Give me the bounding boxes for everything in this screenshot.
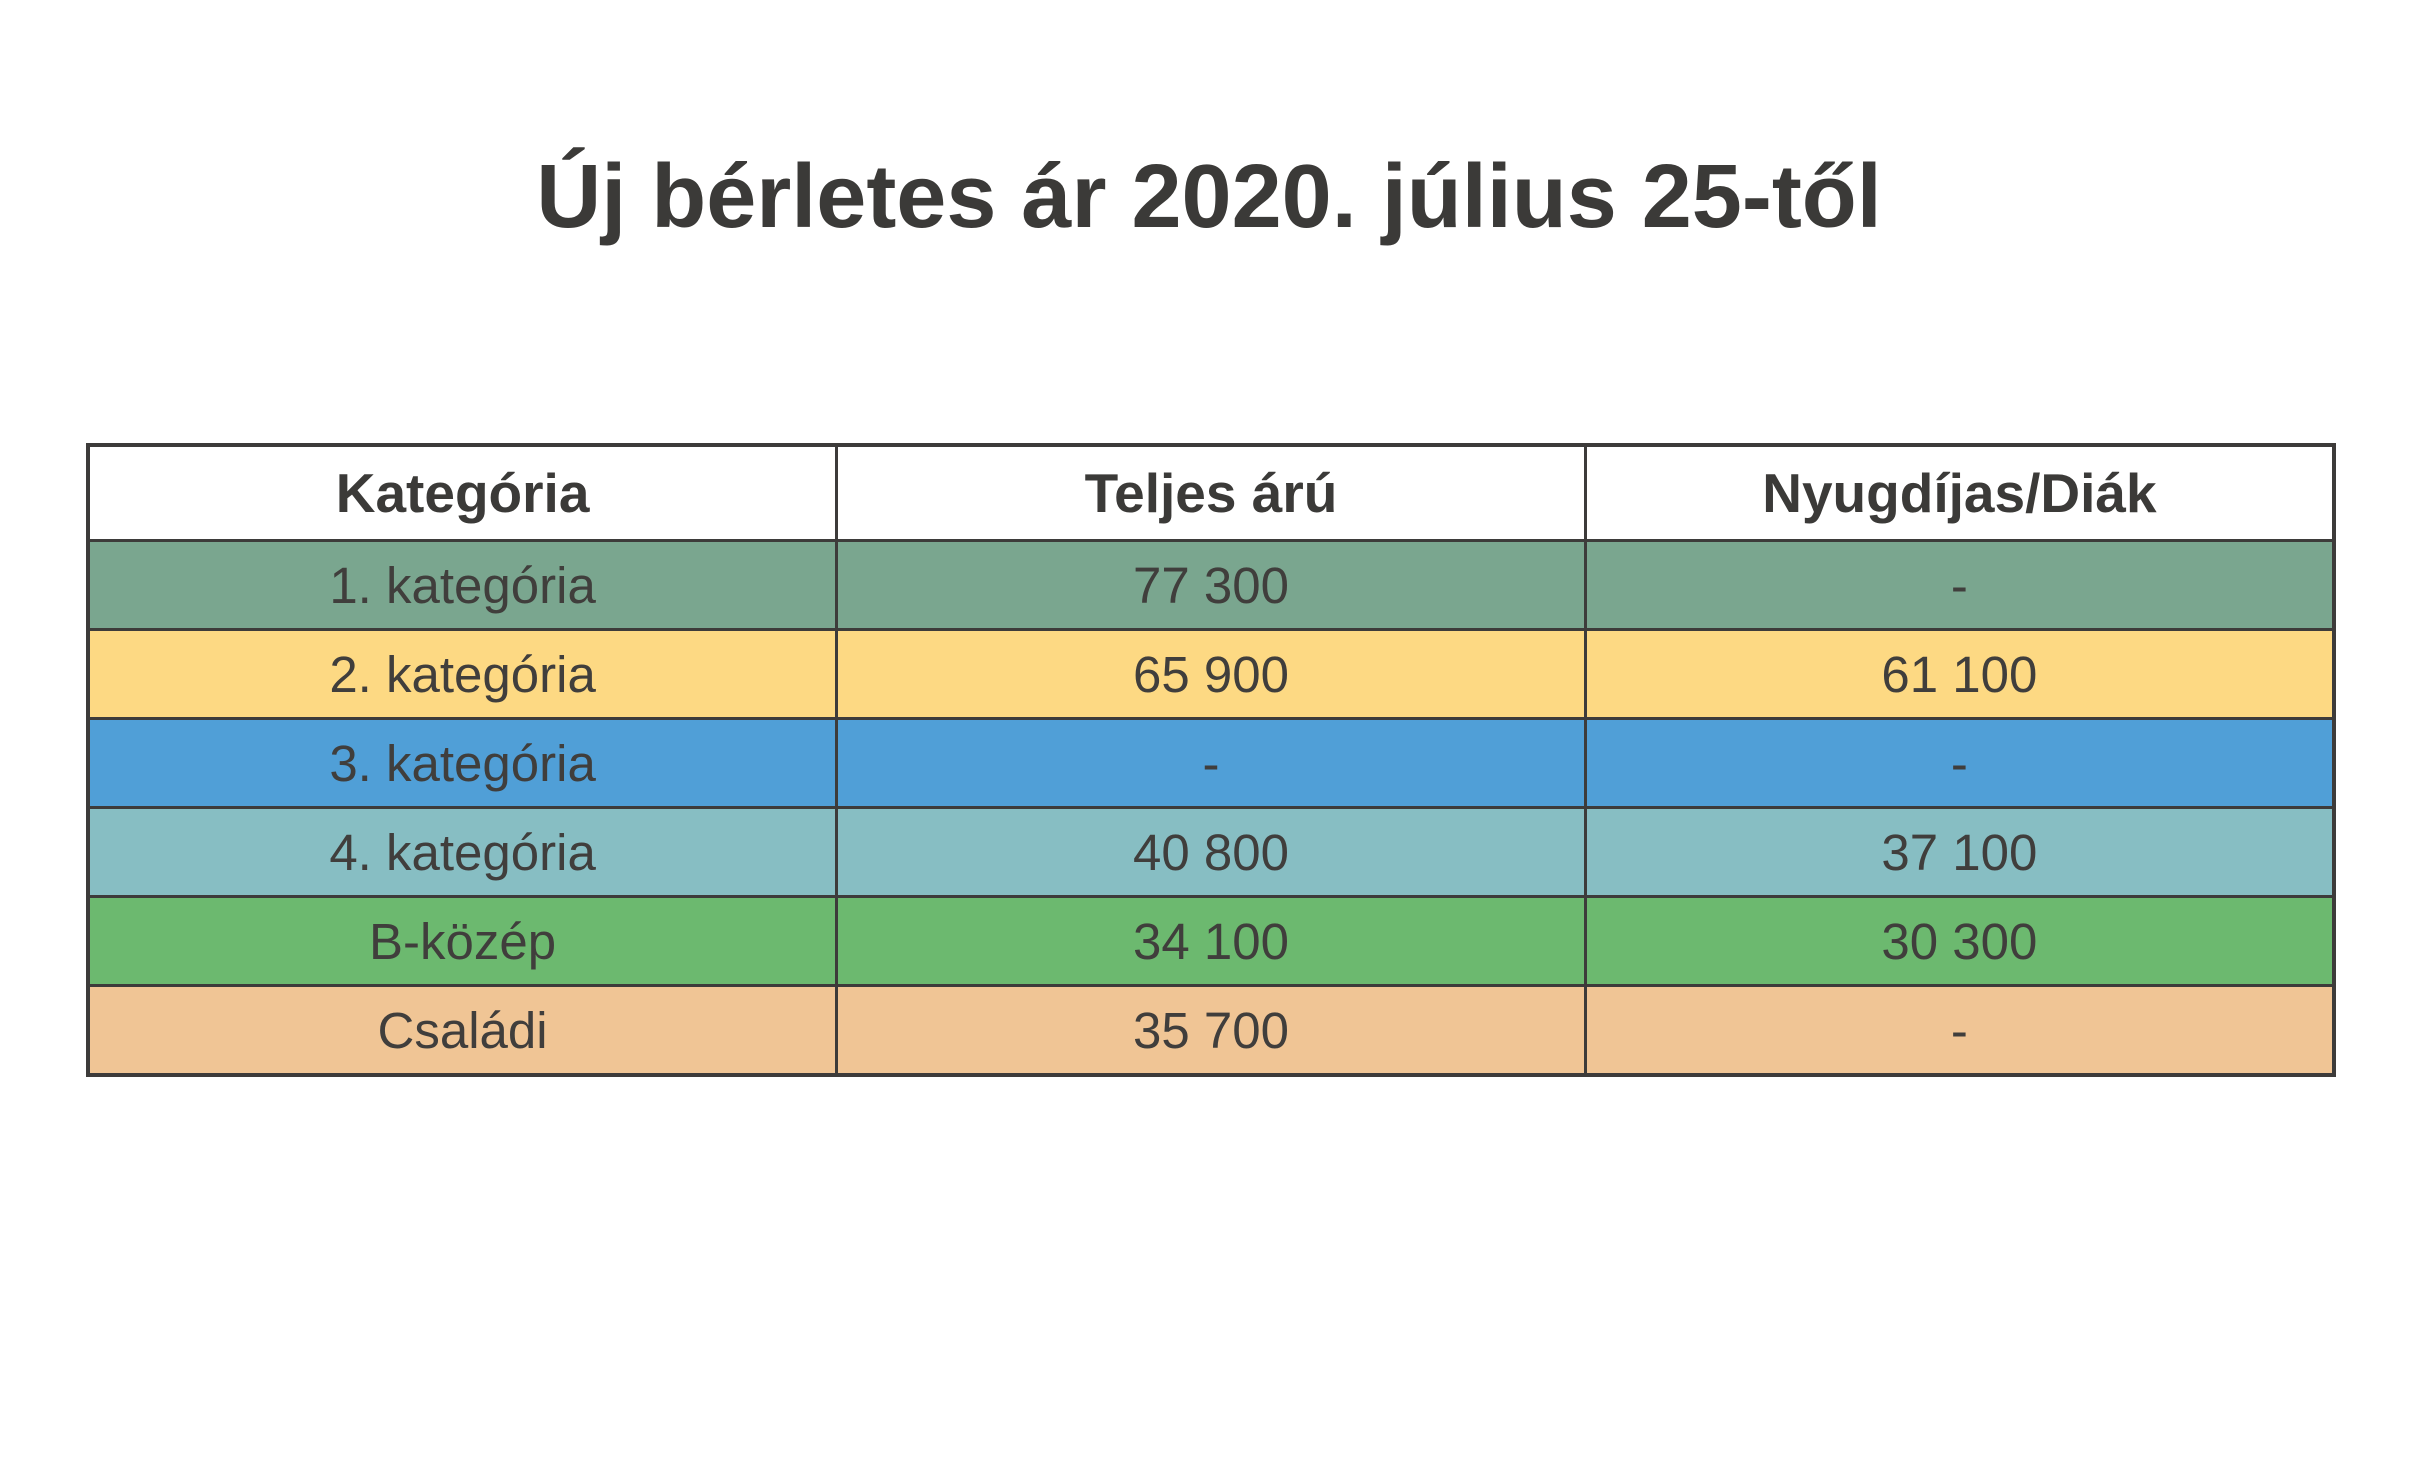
discount-cell: 30 300 bbox=[1583, 895, 2336, 987]
discount-cell: 37 100 bbox=[1583, 806, 2336, 898]
header-cell-category: Kategória bbox=[86, 443, 839, 542]
price-table: Kategória Teljes árú Nyugdíjas/Diák 1. k… bbox=[86, 443, 2336, 1077]
discount-cell: - bbox=[1583, 717, 2336, 809]
discount-cell: - bbox=[1583, 984, 2336, 1077]
table-header-row: Kategória Teljes árú Nyugdíjas/Diák bbox=[86, 443, 2336, 542]
table-row: Családi 35 700 - bbox=[86, 984, 2336, 1077]
header-cell-discount: Nyugdíjas/Diák bbox=[1583, 443, 2336, 542]
category-cell: B-közép bbox=[86, 895, 839, 987]
full-price-cell: 65 900 bbox=[835, 628, 1587, 720]
table-row: 3. kategória - - bbox=[86, 717, 2336, 809]
full-price-cell: 40 800 bbox=[835, 806, 1587, 898]
discount-cell: - bbox=[1583, 539, 2336, 631]
page-title: Új bérletes ár 2020. július 25-től bbox=[536, 147, 1882, 247]
table-row: 2. kategória 65 900 61 100 bbox=[86, 628, 2336, 720]
table-row: 1. kategória 77 300 - bbox=[86, 539, 2336, 631]
full-price-cell: - bbox=[835, 717, 1587, 809]
table-row: 4. kategória 40 800 37 100 bbox=[86, 806, 2336, 898]
full-price-cell: 35 700 bbox=[835, 984, 1587, 1077]
category-cell: 3. kategória bbox=[86, 717, 839, 809]
table-body: 1. kategória 77 300 - 2. kategória 65 90… bbox=[86, 539, 2336, 1077]
category-cell: 1. kategória bbox=[86, 539, 839, 631]
category-cell: 4. kategória bbox=[86, 806, 839, 898]
table-header: Kategória Teljes árú Nyugdíjas/Diák bbox=[86, 443, 2336, 542]
category-cell: 2. kategória bbox=[86, 628, 839, 720]
category-cell: Családi bbox=[86, 984, 839, 1077]
full-price-cell: 77 300 bbox=[835, 539, 1587, 631]
full-price-cell: 34 100 bbox=[835, 895, 1587, 987]
discount-cell: 61 100 bbox=[1583, 628, 2336, 720]
table-row: B-közép 34 100 30 300 bbox=[86, 895, 2336, 987]
header-cell-full-price: Teljes árú bbox=[835, 443, 1587, 542]
